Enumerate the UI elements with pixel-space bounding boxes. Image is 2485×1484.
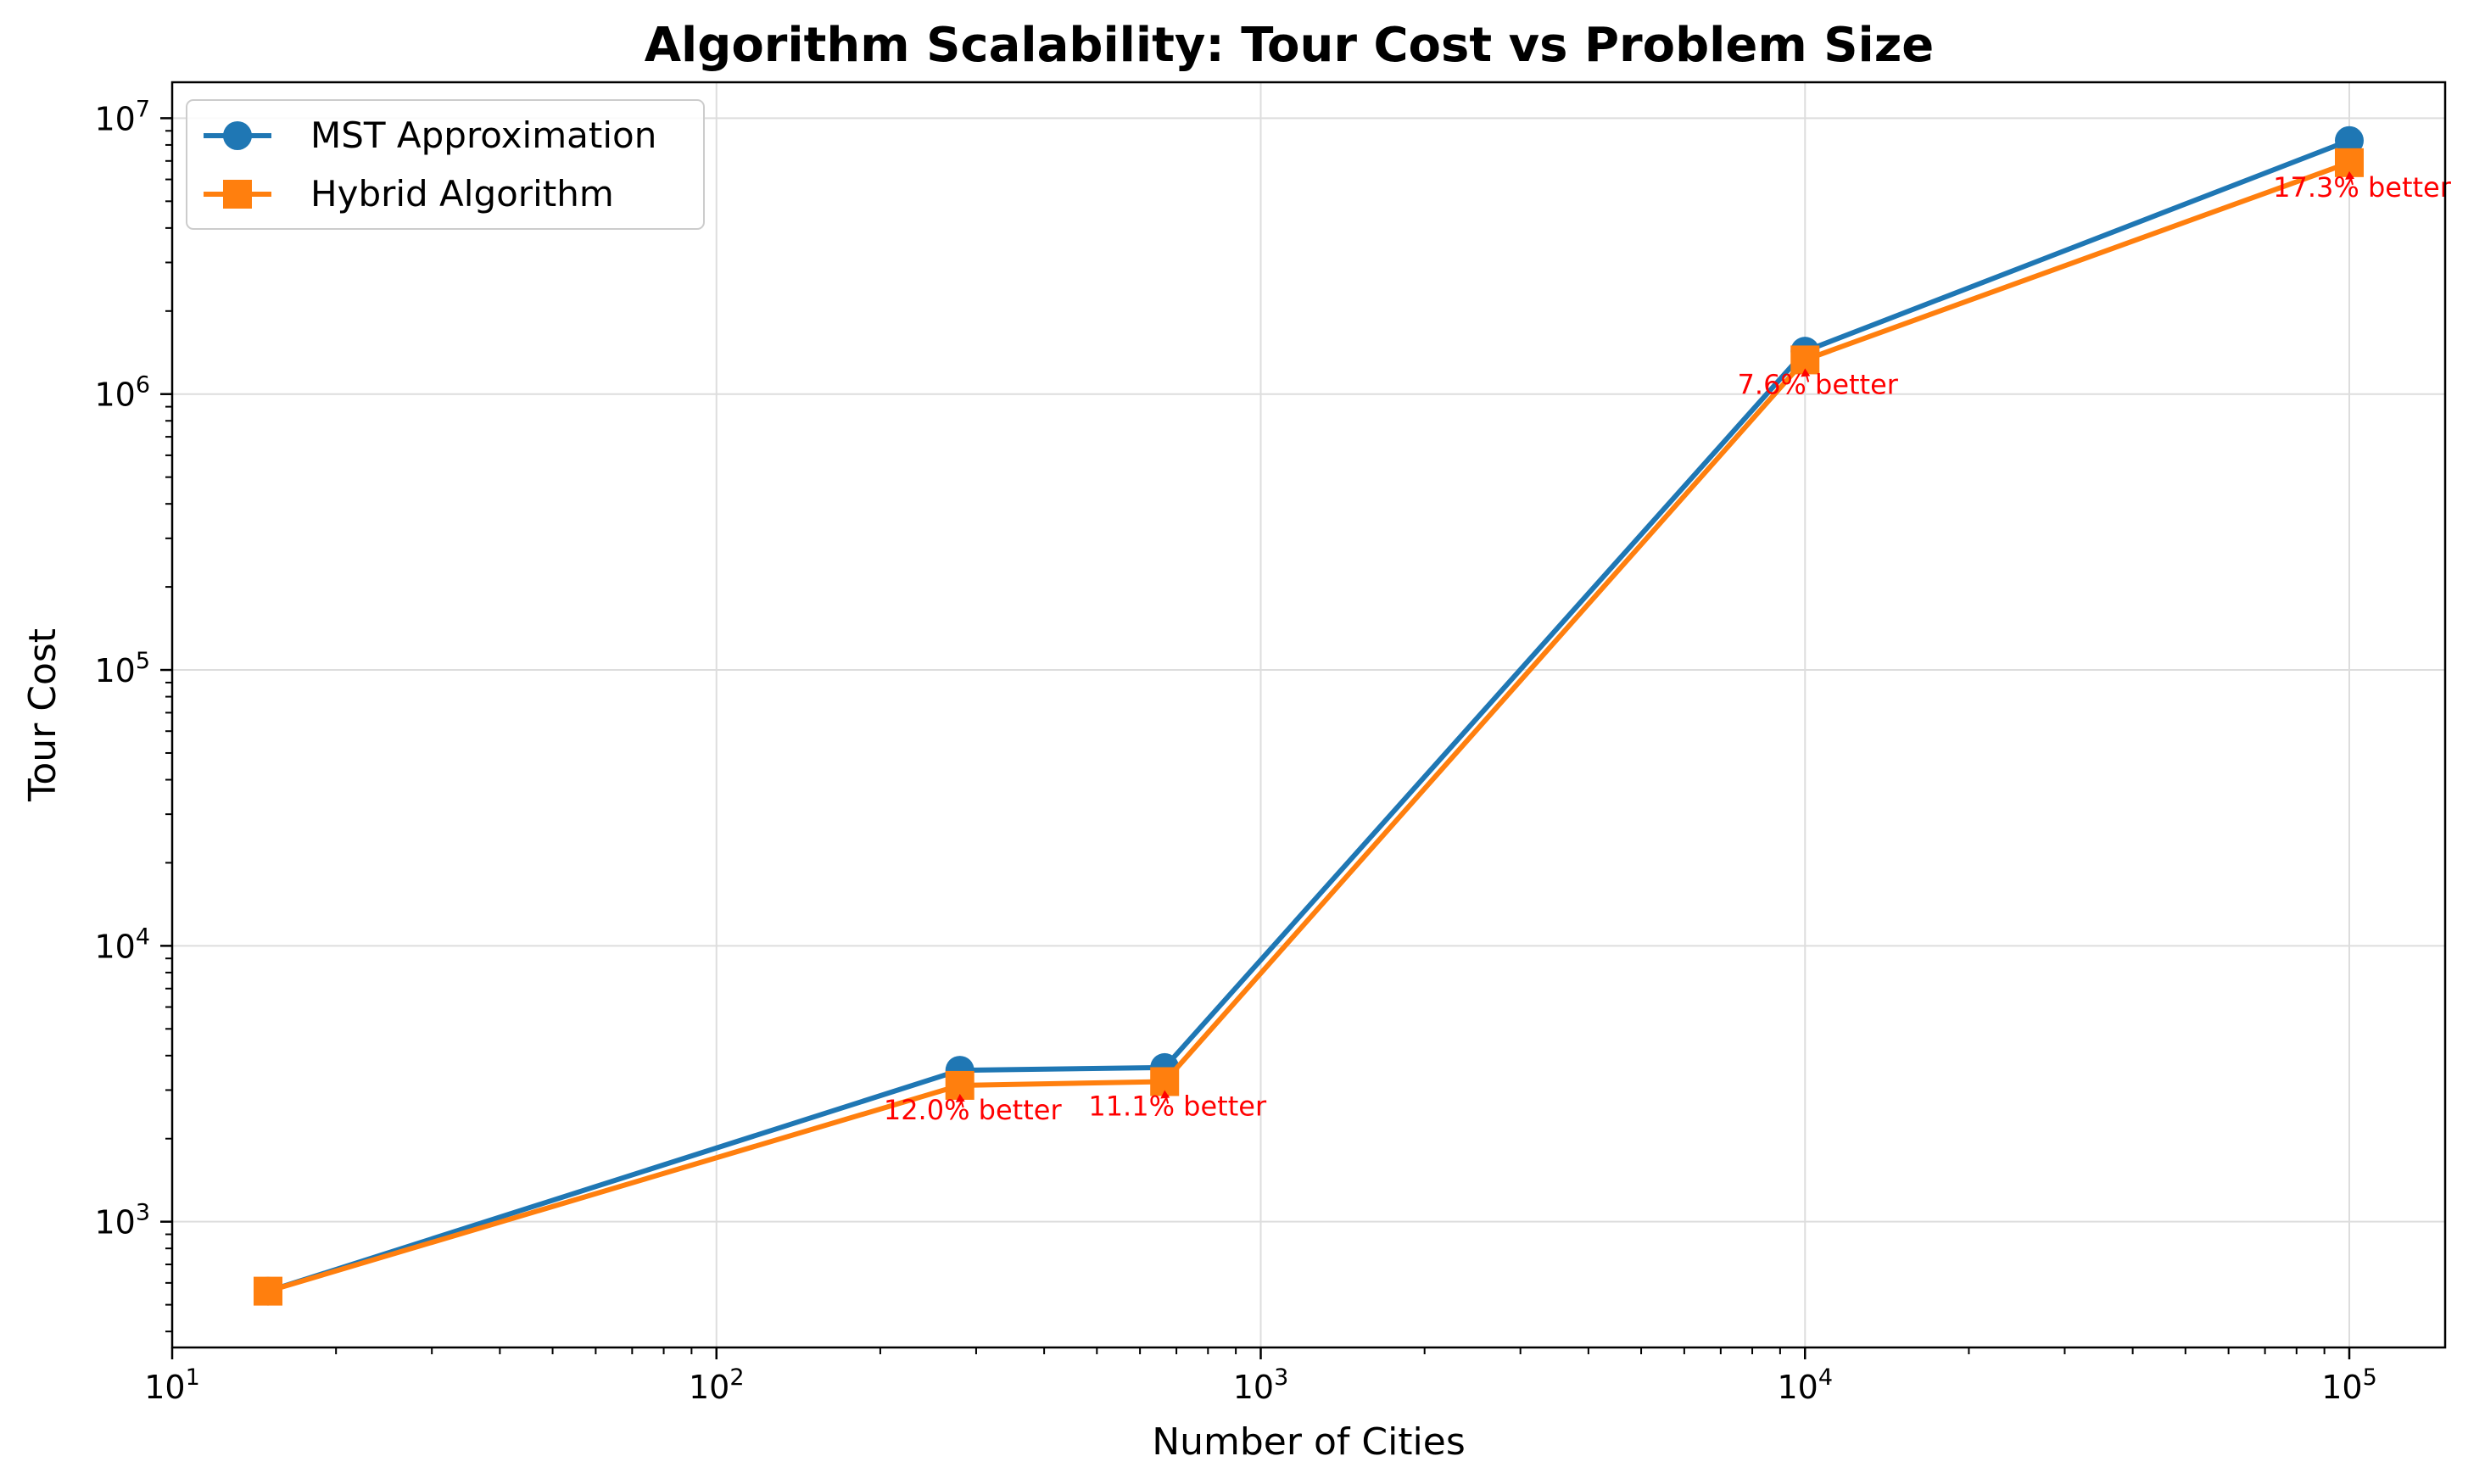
y-tick-label: 107 [94, 96, 150, 137]
annotation-arrowhead [955, 1093, 965, 1102]
legend: MST Approximation Hybrid Algorithm [186, 99, 705, 230]
annotation-label: 12.0% better [884, 1094, 1063, 1126]
y-tick-label: 105 [94, 648, 150, 689]
data-point-hybrid [254, 1276, 283, 1306]
y-tick-label: 103 [94, 1200, 150, 1241]
x-tick-label: 101 [144, 1364, 200, 1406]
annotation-arrowhead [1160, 1090, 1170, 1099]
annotation-label: 11.1% better [1088, 1090, 1267, 1122]
legend-label-mst: MST Approximation [310, 114, 656, 156]
minor-ticks [165, 130, 2326, 1354]
x-tick-label: 102 [689, 1364, 745, 1406]
plot-frame [170, 81, 2447, 1349]
annotation-arrowhead [1801, 368, 1811, 377]
major-ticks: 101 102 103 104 105 103 104 105 106 107 [94, 96, 2376, 1406]
x-axis-title: Number of Cities [1152, 1420, 1466, 1464]
annotation-layer: 12.0% better 11.1% better 7.6% better 17.3%… [884, 170, 2452, 1126]
y-tick-label: 104 [94, 923, 150, 965]
y-axis-title: Tour Cost [21, 628, 64, 802]
legend-frame [186, 99, 705, 230]
legend-label-hybrid: Hybrid Algorithm [310, 173, 614, 215]
series-line-hybrid [267, 159, 2351, 1294]
annotation-arrowhead [2344, 170, 2354, 180]
legend-marker-hybrid [223, 180, 252, 209]
data-point-mst [2334, 126, 2364, 155]
grid [171, 82, 2445, 1347]
annotation-label: 7.6% better [1738, 368, 1899, 400]
x-tick-label: 104 [1777, 1364, 1833, 1406]
chart-title: Algorithm Scalability: Tour Cost vs Prob… [645, 18, 1935, 73]
annotation-label: 17.3% better [2273, 171, 2452, 204]
y-tick-label: 106 [94, 372, 150, 414]
series-line-mst [267, 137, 2351, 1294]
legend-marker-mst [223, 121, 252, 150]
series-layer [254, 126, 2364, 1306]
x-tick-label: 105 [2321, 1364, 2377, 1406]
x-tick-label: 103 [1233, 1364, 1289, 1406]
